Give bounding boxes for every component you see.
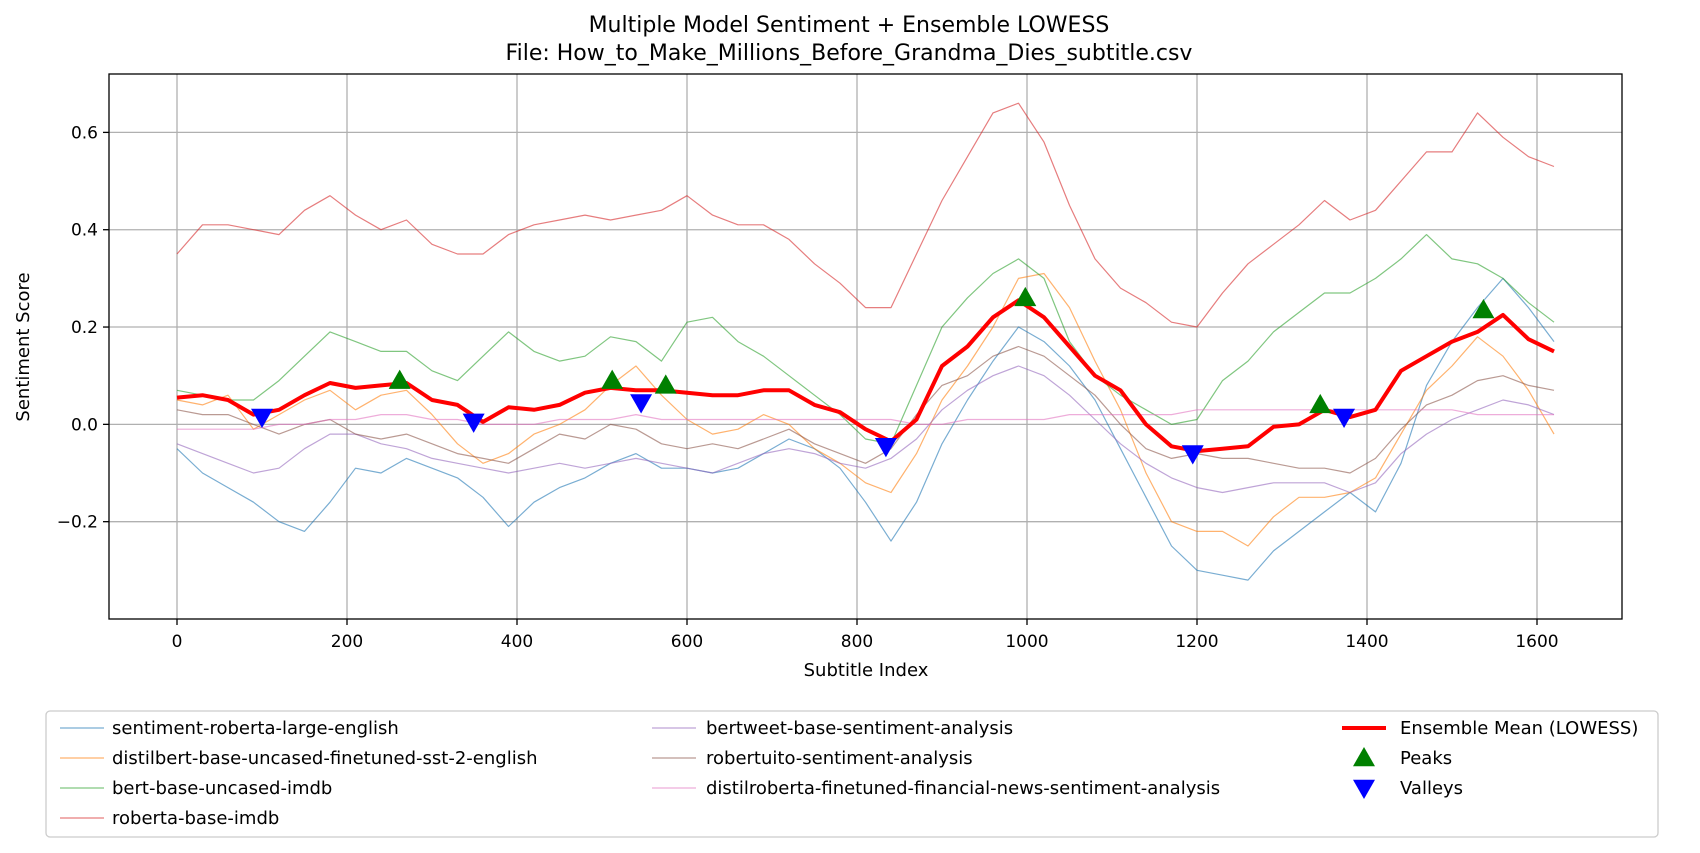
x-tick-label: 1600: [1515, 632, 1558, 652]
chart-subtitle: File: How_to_Make_Millions_Before_Grandm…: [506, 41, 1193, 66]
y-tick-label: 0.6: [71, 123, 98, 143]
peak-marker: [654, 374, 677, 394]
legend-item: Peaks: [1353, 747, 1452, 769]
legend-item: Ensemble Mean (LOWESS): [1342, 718, 1638, 739]
legend-item: distilbert-base-uncased-finetuned-sst-2-…: [60, 748, 537, 769]
series-line: [176, 277, 1555, 581]
legend-label: bert-base-uncased-imdb: [112, 778, 332, 799]
legend-valley-marker: [1353, 779, 1375, 799]
series-line: [176, 272, 1555, 547]
y-tick-label: −0.2: [57, 513, 98, 533]
marker-layer: [251, 286, 1495, 465]
y-tick-label: 0.2: [71, 318, 98, 338]
legend-label: Peaks: [1400, 748, 1452, 769]
legend: sentiment-roberta-large-english distilber…: [45, 710, 1659, 838]
x-tick-label: 200: [331, 632, 363, 652]
valley-marker: [630, 394, 653, 414]
x-tick-label: 800: [841, 632, 873, 652]
valley-marker: [462, 413, 485, 433]
y-tick-label: 0.4: [71, 221, 98, 241]
y-tick-label: 0.0: [71, 415, 98, 435]
legend-item: sentiment-roberta-large-english: [60, 718, 399, 739]
ensemble-line: [176, 298, 1555, 454]
series-line: [176, 345, 1555, 474]
valley-marker: [874, 438, 897, 458]
legend-label: roberta-base-imdb: [112, 808, 279, 829]
x-tick-label: 1000: [1005, 632, 1048, 652]
y-axis-label: Sentiment Score: [13, 272, 34, 421]
legend-item: roberta-base-imdb: [60, 808, 279, 829]
legend-label: sentiment-roberta-large-english: [112, 718, 399, 739]
peak-marker: [1472, 299, 1495, 319]
series-layer: [176, 102, 1555, 581]
legend-entries: sentiment-roberta-large-english distilber…: [60, 718, 1638, 829]
tick-layer: 0 200 400 600 800 1000 1200 1400 1600 −0.2 0.0 0.2 0…: [57, 123, 1559, 652]
peak-marker: [601, 369, 624, 389]
valley-marker: [1181, 445, 1204, 465]
legend-label: bertweet-base-sentiment-analysis: [706, 718, 1013, 739]
plot-frame: [108, 73, 1623, 620]
legend-label: Ensemble Mean (LOWESS): [1400, 718, 1638, 739]
legend-item: robertuito-sentiment-analysis: [652, 748, 973, 769]
valley-marker: [251, 408, 273, 429]
x-tick-label: 1400: [1345, 632, 1388, 652]
legend-item: Valleys: [1353, 778, 1463, 799]
x-tick-label: 0: [172, 632, 183, 652]
legend-item: distilroberta-finetuned-financial-news-s…: [652, 778, 1220, 799]
x-tick-label: 1200: [1175, 632, 1218, 652]
legend-label: distilroberta-finetuned-financial-news-s…: [706, 778, 1220, 799]
grid-layer: [109, 74, 1622, 619]
series-line: [176, 365, 1555, 494]
series-line: [176, 234, 1555, 445]
peak-marker: [388, 369, 411, 389]
valley-marker: [1333, 408, 1356, 429]
legend-label: Valleys: [1400, 778, 1463, 799]
legend-peak-marker: [1353, 747, 1375, 767]
peak-marker: [1014, 286, 1037, 307]
chart-title: Multiple Model Sentiment + Ensemble LOWE…: [589, 13, 1110, 38]
x-tick-label: 400: [501, 632, 533, 652]
peak-marker: [1309, 393, 1332, 414]
legend-label: distilbert-base-uncased-finetuned-sst-2-…: [112, 748, 537, 769]
series-line: [176, 102, 1555, 328]
x-tick-label: 600: [671, 632, 703, 652]
legend-label: robertuito-sentiment-analysis: [706, 748, 973, 769]
legend-frame: [45, 710, 1659, 838]
legend-item: bert-base-uncased-imdb: [60, 778, 332, 799]
legend-item: bertweet-base-sentiment-analysis: [652, 718, 1013, 739]
x-axis-label: Subtitle Index: [804, 660, 929, 681]
